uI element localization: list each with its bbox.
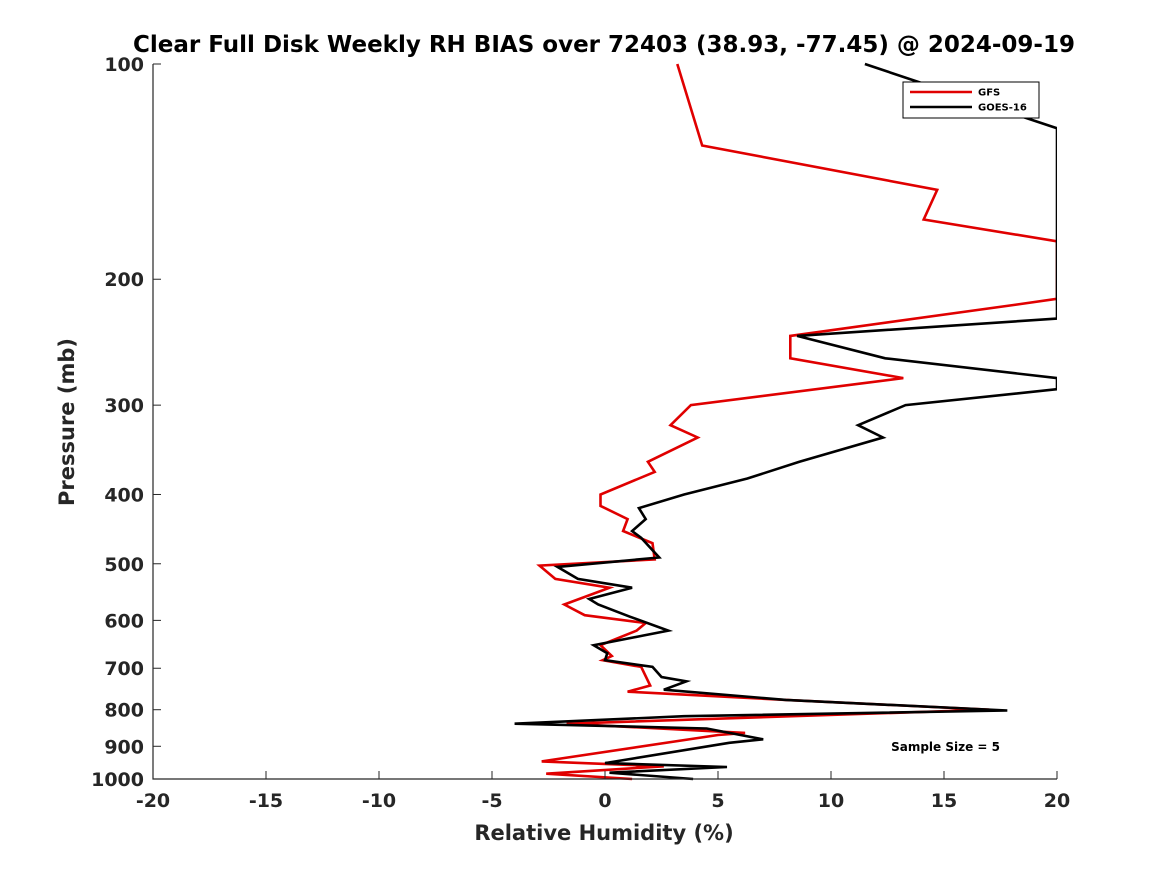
y-tick-label: 900 (104, 736, 144, 758)
x-axis-label: Relative Humidity (%) (474, 821, 733, 845)
x-axis-ticks: -20 -15 -10 -5 0 5 10 15 20 (136, 771, 1070, 812)
x-tick-label: 20 (1044, 790, 1070, 812)
x-tick-label: 15 (931, 790, 957, 812)
plot-background (153, 64, 1057, 779)
x-tick-label: -5 (481, 790, 502, 812)
y-tick-label: 600 (104, 610, 144, 632)
x-tick-label: 10 (818, 790, 844, 812)
series-layer (514, 62, 1057, 781)
y-tick-label: 400 (104, 484, 144, 506)
y-axis-ticks: 100 200 300 400 500 600 700 800 900 1000 (91, 54, 161, 791)
x-tick-label: 0 (598, 790, 611, 812)
y-tick-label: 300 (104, 395, 144, 417)
y-tick-label: 200 (104, 269, 144, 291)
sample-size-annotation: Sample Size = 5 (891, 740, 1000, 754)
legend-box (902, 81, 1040, 119)
x-tick-label: -15 (249, 790, 283, 812)
y-tick-label: 800 (104, 700, 144, 722)
x-tick-label: 5 (711, 790, 724, 812)
y-tick-label: 100 (104, 54, 144, 76)
legend: GFS GOES-16 (902, 81, 1040, 119)
x-tick-label: -10 (362, 790, 396, 812)
legend-label-goes-16: GOES-16 (978, 103, 1027, 114)
y-tick-label: 500 (104, 554, 144, 576)
series-line-goes-16 (514, 62, 1057, 781)
x-tick-label: -20 (136, 790, 170, 812)
y-tick-label: 700 (104, 658, 144, 680)
plot-area: -20 -15 -10 -5 0 5 10 15 20 100 200 300 400 500 600 70… (91, 54, 1070, 812)
y-tick-label: 1000 (91, 769, 144, 791)
chart-title: Clear Full Disk Weekly RH BIAS over 7240… (133, 32, 1075, 58)
legend-label-gfs: GFS (978, 88, 1000, 99)
y-axis-label: Pressure (mb) (55, 338, 79, 506)
